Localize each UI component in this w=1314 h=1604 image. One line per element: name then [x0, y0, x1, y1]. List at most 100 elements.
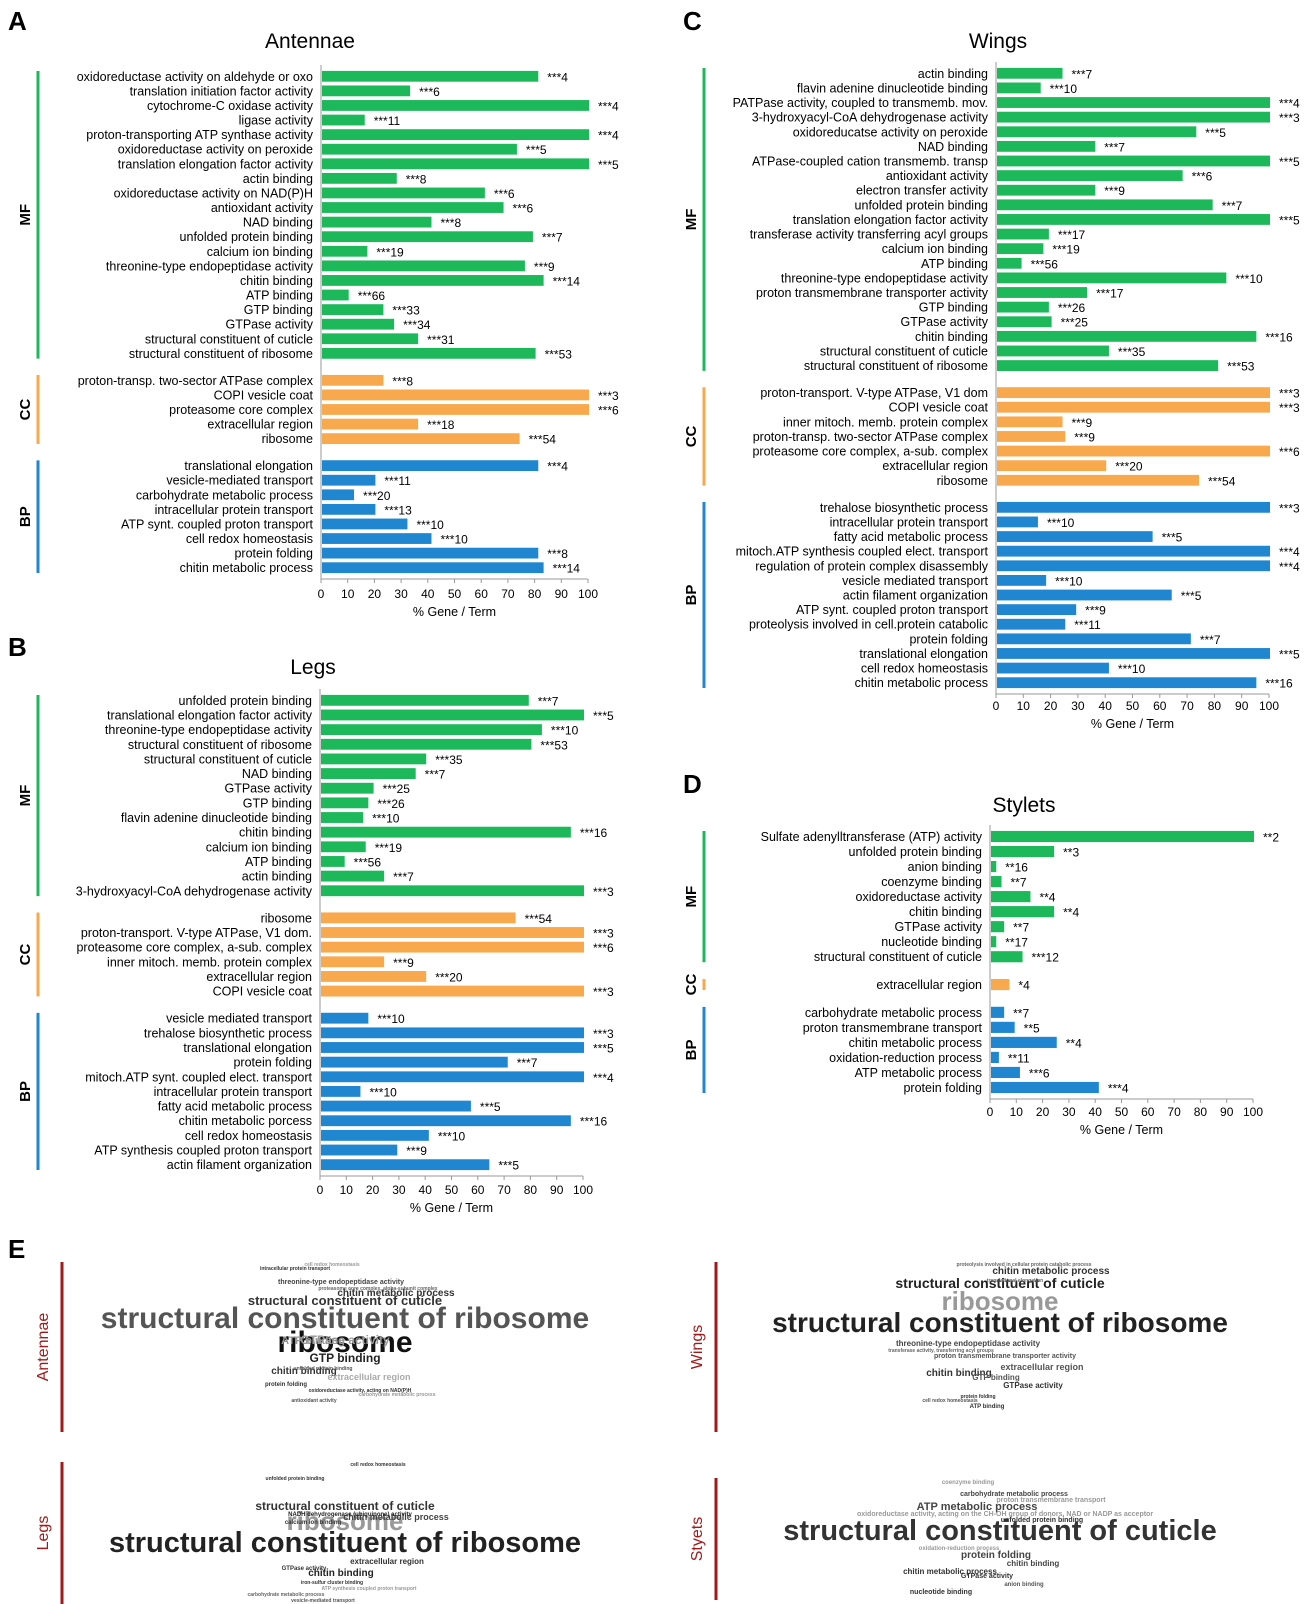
category-label: unfolded protein binding	[180, 230, 313, 244]
bar-annotation: ***6	[1029, 1066, 1050, 1080]
bar-annotation: ***4	[1279, 545, 1300, 559]
x-tick-label: 40	[1099, 699, 1113, 713]
cloud-word: threonine-type endopeptidase activity	[896, 1339, 1041, 1348]
bar	[322, 260, 525, 272]
bar-annotation: ***10	[1235, 272, 1263, 286]
bar-annotation: **5	[1024, 1021, 1040, 1035]
category-label: oxidoreductase activity on peroxide	[118, 143, 313, 157]
bar	[321, 724, 542, 736]
bar	[991, 951, 1023, 963]
bar-annotation: ***19	[375, 841, 403, 855]
bar	[322, 245, 368, 257]
bar-annotation: ***20	[435, 970, 463, 984]
cloud-word: structural constituent of ribosome	[772, 1307, 1228, 1338]
bar-annotation: ***8	[392, 374, 413, 388]
bar	[997, 474, 1200, 486]
cloud-word: chitin metabolic process	[337, 1288, 455, 1299]
bar	[997, 170, 1183, 182]
x-tick-label: 60	[1141, 1105, 1155, 1119]
bar	[322, 289, 349, 301]
category-label: intracellular protein transport	[154, 1085, 313, 1099]
bar-annotation: ***3	[598, 389, 619, 403]
panel-letter: B	[8, 632, 27, 662]
bar-annotation: ***10	[416, 518, 444, 532]
bar	[321, 841, 366, 853]
category-label: ATP synt. coupled proton transport	[796, 603, 989, 617]
bar	[321, 1100, 471, 1112]
bar	[997, 126, 1197, 138]
category-label: GTP binding	[919, 301, 988, 315]
category-label: chitin metabolic process	[855, 676, 988, 690]
bar-annotation: ***17	[1096, 287, 1124, 301]
bar-annotation: ***5	[593, 709, 614, 723]
cloud-word: structural constituent of cuticle	[783, 1515, 1216, 1547]
x-tick-label: 50	[1126, 699, 1140, 713]
bar	[322, 474, 376, 486]
category-label: GTPase activity	[894, 920, 982, 934]
bar	[322, 503, 376, 515]
category-label: GTPase activity	[225, 318, 313, 332]
bar-annotation: ***11	[1074, 618, 1101, 632]
x-tick-label: 10	[1010, 1105, 1024, 1119]
bar-annotation: ***10	[551, 724, 579, 738]
x-tick-label: 90	[555, 587, 569, 601]
category-label: ATP synthesis coupled proton transport	[94, 1144, 312, 1158]
category-label: Sulfate adenylltransferase (ATP) activit…	[761, 830, 983, 844]
bar-annotation: ***6	[1279, 445, 1300, 459]
x-tick-label: 20	[1044, 699, 1058, 713]
bar	[321, 1042, 584, 1053]
x-tick-label: 60	[471, 1183, 485, 1197]
bar	[321, 1086, 361, 1097]
bar-annotation: **7	[1011, 876, 1027, 890]
cloud-word: protein folding	[265, 1382, 307, 1388]
panel-letter: D	[683, 769, 702, 799]
bar-annotation: ***26	[1058, 301, 1086, 315]
bar	[997, 416, 1063, 428]
category-label: vesicle mediated transport	[842, 574, 988, 588]
bar-annotation: ***6	[593, 941, 614, 955]
cloud-word: oxidation-reduction process	[919, 1546, 1000, 1552]
bar	[322, 433, 520, 445]
bar-annotation: **2	[1263, 831, 1279, 845]
bar-annotation: **7	[1013, 1006, 1029, 1020]
cloud-word: ATP binding	[970, 1404, 1005, 1410]
bar	[991, 845, 1055, 858]
bar-annotation: ***4	[593, 1071, 614, 1085]
x-axis-label: % Gene / Term	[1091, 717, 1174, 731]
x-tick-label: 90	[1235, 699, 1249, 713]
category-label: trehalose biosynthetic process	[144, 1026, 312, 1040]
cloud-word: chitin binding	[308, 1568, 374, 1579]
group-label: CC	[683, 425, 700, 447]
bar-annotation: ***8	[547, 547, 568, 561]
bar-annotation: ***7	[542, 231, 563, 245]
x-tick-label: 20	[366, 1183, 380, 1197]
x-tick-label: 100	[1243, 1105, 1263, 1119]
bar-annotation: ***9	[393, 956, 414, 970]
x-axis-label: % Gene / Term	[413, 605, 496, 619]
bar	[321, 738, 532, 750]
x-tick-label: 50	[448, 587, 462, 601]
category-label: oxidoreductase activity	[856, 890, 983, 904]
bar-annotation: ***12	[1032, 951, 1060, 965]
group-label: BP	[17, 506, 34, 527]
cloud-label: Legs	[35, 1516, 52, 1551]
bar	[321, 782, 374, 794]
category-label: flavin adenine dinucleotide binding	[797, 81, 988, 95]
category-label: structural constituent of ribosome	[129, 347, 313, 361]
cloud-word: structural constituent of ribosome	[109, 1527, 581, 1559]
category-label: proton-transp. two-sector ATPase complex	[753, 430, 989, 444]
cloud-word: GTPase activity	[300, 1333, 390, 1347]
category-label: proton-transp. two-sector ATPase complex	[78, 374, 314, 388]
x-tick-label: 10	[341, 587, 355, 601]
category-label: fatty acid metabolic process	[158, 1100, 312, 1114]
bar	[322, 460, 539, 472]
category-label: protein folding	[903, 1081, 982, 1095]
cloud-word: structural constituent of cuticle	[255, 1499, 435, 1513]
bar	[321, 1071, 584, 1083]
bar-annotation: ***7	[1200, 633, 1221, 647]
bar	[991, 830, 1254, 843]
bar	[991, 876, 1002, 888]
category-label: carbohydrate metabolic process	[136, 488, 313, 502]
category-label: PATPase activity, coupled to transmemb. …	[733, 96, 988, 110]
chart-title: Legs	[290, 656, 336, 679]
